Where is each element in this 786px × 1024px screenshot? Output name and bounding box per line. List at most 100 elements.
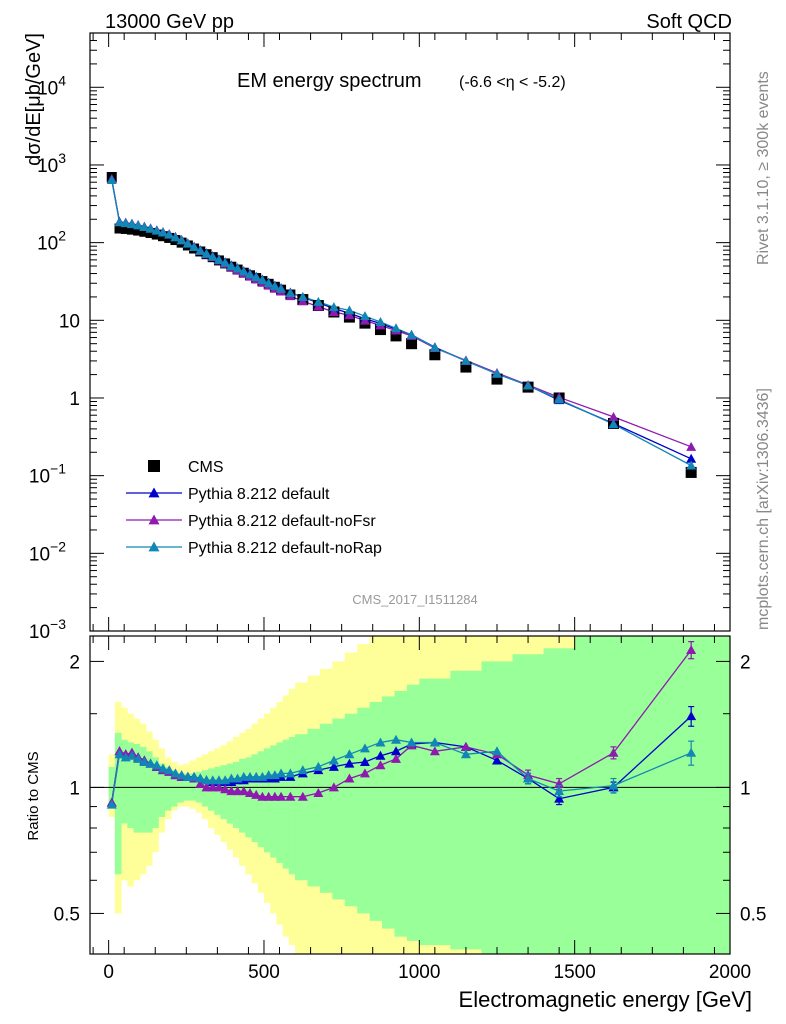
y-tick-label: 1 [69, 389, 80, 410]
data-point-series-3 [269, 281, 280, 291]
ratio-point-series-2 [126, 750, 137, 760]
uncertainty-band-green [667, 636, 700, 954]
rivet-label: Rivet 3.1.10, ≥ 300k events [755, 71, 772, 265]
y-tick-label: 103 [37, 150, 66, 177]
legend-label: Pythia 8.212 default [188, 486, 330, 503]
uncertainty-band-green [288, 736, 296, 875]
ratio-point-series-2 [276, 768, 287, 778]
uncertainty-band-green [295, 734, 308, 881]
uncertainty-band-green [344, 713, 358, 907]
uncertainty-band-green [636, 636, 669, 954]
ratio-point-series-1 [375, 760, 386, 770]
data-point-series-3 [189, 241, 200, 251]
ratio-point-series-1 [195, 778, 206, 788]
ratio-panel: 0.5 0.51 12 20 500 1000 1500 2000 Ratio to CMS … [25, 635, 766, 1012]
ratio-point-series-1 [276, 791, 287, 801]
uncertainty-band-green [239, 758, 246, 833]
data-point-series-3 [429, 342, 440, 352]
series-line-3 [111, 179, 692, 467]
uncertainty-band-green [145, 751, 153, 833]
data-point-series-3 [245, 269, 255, 279]
ratio-y-tick-label: 1 [69, 778, 80, 799]
legend: CMS Pythia 8.212 default Pythia 8.212 defa… [126, 459, 382, 557]
uncertainty-band-green [450, 670, 482, 950]
uncertainty-band-green [127, 742, 134, 828]
ratio-point-series-1 [429, 746, 440, 756]
data-point-series-3 [201, 248, 212, 258]
data-point-series-3 [176, 235, 187, 245]
uncertainty-band-green [245, 757, 253, 838]
x-tick-label: 500 [248, 962, 280, 983]
data-point-series-3 [133, 220, 144, 230]
chart-title-suffix: (-6.6 <η < -5.2) [459, 74, 566, 91]
data-point-series-3 [151, 225, 162, 235]
ratio-point-series-1 [460, 741, 471, 751]
uncertainty-band-green [307, 728, 321, 887]
ratio-point-series-0 [554, 793, 565, 803]
legend-marker [148, 541, 160, 552]
ratio-point-series-1 [220, 784, 231, 794]
data-point-series-3 [170, 232, 181, 242]
data-point-cms [139, 226, 150, 237]
uncertainty-band-green [276, 742, 284, 863]
ratio-point-series-2 [133, 753, 144, 763]
ratio-point-series-2 [359, 743, 370, 753]
ratio-point-series-2 [686, 747, 697, 757]
ratio-point-series-2 [170, 768, 181, 778]
ratio-point-series-2 [106, 799, 117, 809]
ratio-point-series-2 [114, 749, 125, 759]
legend-label: Pythia 8.212 default-noRap [188, 540, 382, 557]
data-point-series-3 [120, 218, 131, 228]
data-point-series-3 [460, 355, 471, 365]
x-tick-label: 1000 [398, 962, 440, 983]
data-point-series-2 [686, 441, 697, 451]
data-point-series-3 [328, 302, 339, 312]
uncertainty-band-green [481, 661, 514, 954]
ratio-point-series-2 [285, 768, 296, 778]
data-point-series-3 [285, 287, 296, 297]
x-axis-label: Electromagnetic energy [GeV] [459, 987, 752, 1012]
uncertainty-band-green [332, 718, 346, 900]
data-point-cms [491, 373, 503, 385]
data-point-cms [120, 223, 131, 234]
uncertainty-band-green [406, 684, 420, 941]
uncertainty-band-green [369, 701, 383, 921]
ratio-point-series-2 [297, 765, 308, 775]
data-point-cms [429, 349, 441, 361]
data-point-series-3 [313, 296, 324, 306]
data-point-series-3 [207, 251, 218, 261]
main-panel: 10−3 10−2 10−1 1 10 102 103 104 EM energy spect… [23, 32, 731, 643]
ratio-point-series-1 [297, 791, 308, 801]
data-point-series-3 [276, 283, 287, 293]
uncertainty-band-green [152, 757, 159, 828]
data-point-cms [390, 330, 402, 342]
data-point-series-2 [328, 306, 339, 316]
data-point-series-3 [220, 257, 231, 267]
data-point-series-3 [391, 323, 402, 333]
uncertainty-band-green [164, 766, 172, 811]
ratio-point-series-2 [151, 760, 162, 770]
data-point-cms [114, 223, 125, 234]
header-left: 13000 GeV pp [105, 11, 234, 33]
ratio-point-series-2 [429, 737, 440, 747]
ratio-point-series-2 [406, 737, 417, 747]
ratio-frame [89, 635, 731, 955]
x-tick-label: 2000 [709, 962, 751, 983]
uncertainty-band-green [108, 766, 116, 803]
data-point-series-3 [238, 266, 249, 276]
ratio-point-series-0 [344, 758, 355, 768]
data-point-series-3 [257, 275, 268, 285]
ratio-point-series-2 [554, 786, 565, 796]
ratio-point-series-2 [145, 758, 156, 768]
uncertainty-band-green [419, 678, 451, 946]
data-point-series-3 [251, 272, 262, 282]
data-point-cms [151, 229, 162, 240]
data-point-series-3 [139, 221, 150, 231]
y-tick-label: 10−2 [29, 538, 66, 565]
uncertainty-band-green [114, 732, 122, 875]
data-point-series-3 [106, 175, 117, 185]
ratio-point-series-1 [285, 791, 296, 801]
data-point-series-3 [126, 219, 137, 229]
data-point-series-3 [164, 229, 175, 239]
